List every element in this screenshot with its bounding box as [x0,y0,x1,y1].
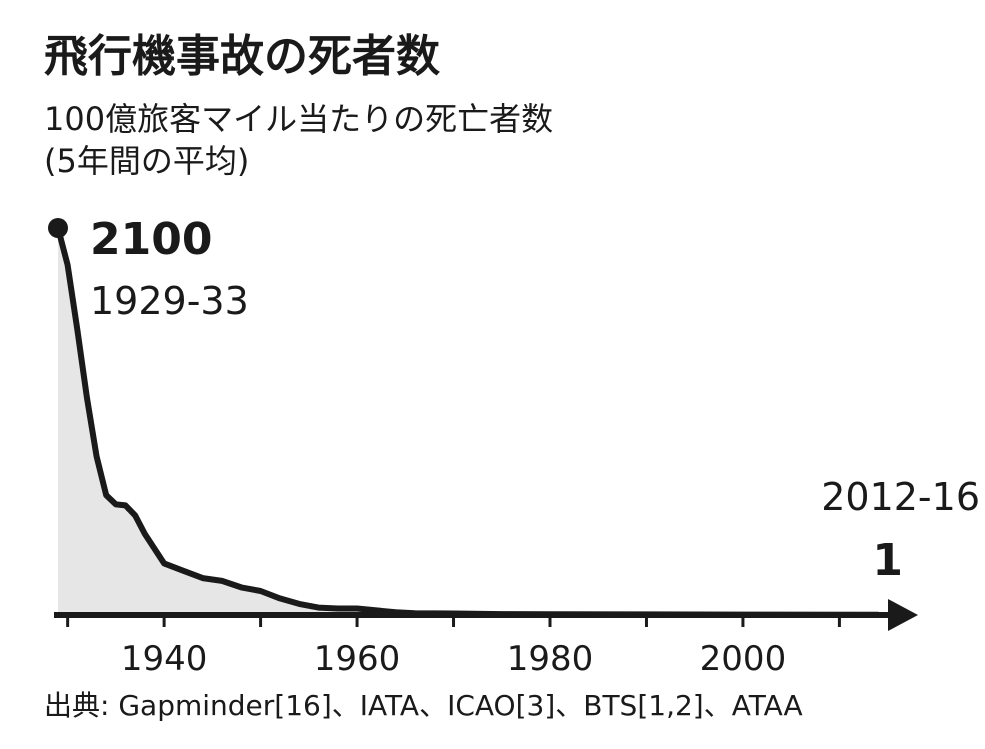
x-axis-ticks: 1940 1960 1980 2000 [66,615,841,679]
x-tick-label-1940: 1940 [121,639,208,679]
area-fill [58,228,878,615]
x-axis-arrowhead [888,599,918,631]
chart-title: 飛行機事故の死者数 [44,31,440,82]
start-point-marker [48,218,68,238]
start-period-label: 1929-33 [90,279,249,323]
series-line [55,225,881,618]
start-value-label: 2100 [90,214,212,265]
end-value-label: 1 [872,535,903,586]
end-period-label: 2012-16 [821,475,980,519]
subtitle-line-1: 100億旅客マイル当たりの死亡者数 [44,100,554,138]
x-tick-label-2000: 2000 [700,639,787,679]
subtitle-line-2: (5年間の平均) [44,142,250,180]
x-tick-label-1980: 1980 [507,639,594,679]
source-note: 出典: Gapminder[16]、IATA、ICAO[3]、BTS[1,2]、… [44,689,803,722]
chart-subtitle: 100億旅客マイル当たりの死亡者数 (5年間の平均) [44,98,553,182]
x-tick-label-1960: 1960 [314,639,401,679]
